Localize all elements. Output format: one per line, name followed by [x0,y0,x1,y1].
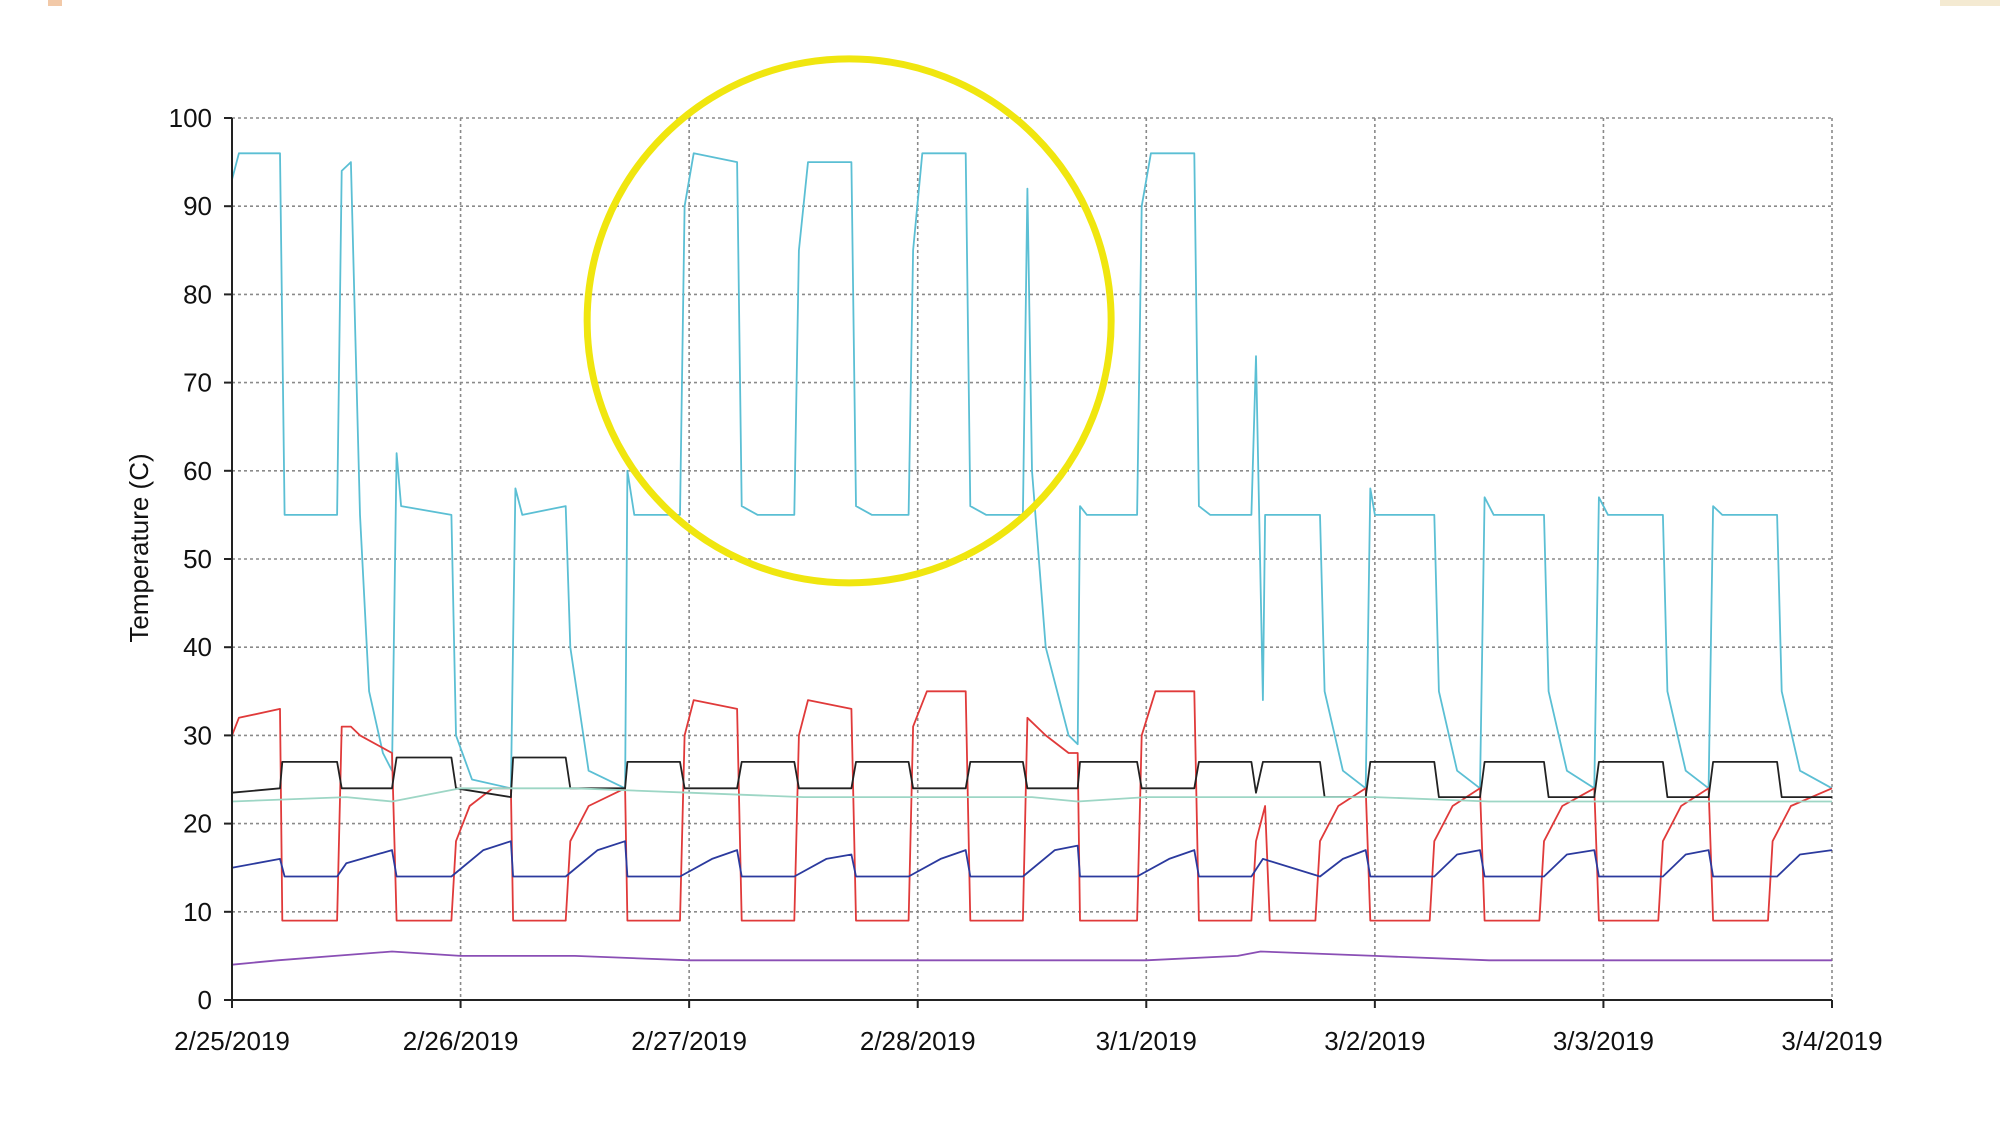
y-tick-label-20: 20 [183,809,212,839]
x-tick-label-2: 2/27/2019 [631,1026,747,1056]
series-lines [231,152,1833,966]
series-line-3 [231,756,1832,798]
corner-accent-right [1940,0,2000,6]
y-tick-label-60: 60 [183,456,212,486]
x-tick-label-3: 2/28/2019 [860,1026,976,1056]
series-line-4 [231,787,1832,803]
y-tick-label-50: 50 [183,544,212,574]
y-tick-label-0: 0 [198,985,212,1015]
y-tick-label-80: 80 [183,279,212,309]
highlight-circle [583,55,1115,587]
x-tick-label-5: 3/2/2019 [1324,1026,1425,1056]
y-axis-title: Temperature (C) [124,453,154,642]
y-tick-label-100: 100 [169,103,212,133]
y-tick-label-90: 90 [183,191,212,221]
x-tick-label-1: 2/26/2019 [403,1026,519,1056]
x-tick-label-7: 3/4/2019 [1781,1026,1882,1056]
axes [224,117,1833,1008]
series-line-1 [231,152,1833,790]
y-tick-labels: 0 10 20 30 40 50 60 70 80 90 100 [169,103,212,1015]
x-tick-labels: 2/25/2019 2/26/2019 2/27/2019 2/28/2019 3/1/… [174,1026,1882,1056]
x-tick-label-0: 2/25/2019 [174,1026,290,1056]
y-tick-label-70: 70 [183,368,212,398]
series-line-2 [231,690,1833,922]
y-tick-label-40: 40 [183,632,212,662]
series-line-5 [231,840,1833,878]
y-tick-label-30: 30 [183,720,212,750]
series-line-6 [231,950,1832,966]
x-tick-label-6: 3/3/2019 [1553,1026,1654,1056]
y-tick-label-10: 10 [183,897,212,927]
corner-accent-left [48,0,62,6]
x-tick-label-4: 3/1/2019 [1096,1026,1197,1056]
gridlines [232,117,1833,1000]
